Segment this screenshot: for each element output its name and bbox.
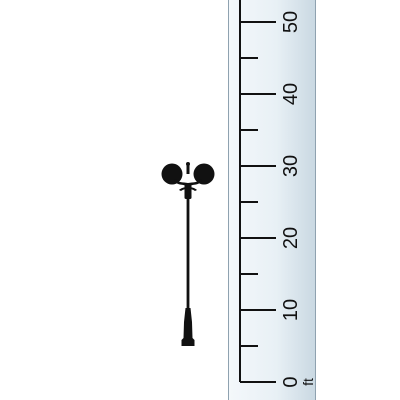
- tick-label: 10: [280, 299, 302, 321]
- ruler-labels: 0 10 20 30 40 50: [280, 11, 302, 388]
- tick-label: 50: [280, 11, 302, 33]
- unit-label: ft: [300, 378, 316, 386]
- tick-label: 30: [280, 155, 302, 177]
- ruler-body: [228, 0, 316, 400]
- tick-label: 0: [280, 376, 302, 387]
- tick-label: 20: [280, 227, 302, 249]
- tick-label: 40: [280, 83, 302, 105]
- double-globe-lamp-post-icon: [161, 162, 215, 346]
- height-ruler: 0 10 20 30 40 50 ft: [228, 0, 316, 400]
- ruler-ticks: [240, 21, 276, 383]
